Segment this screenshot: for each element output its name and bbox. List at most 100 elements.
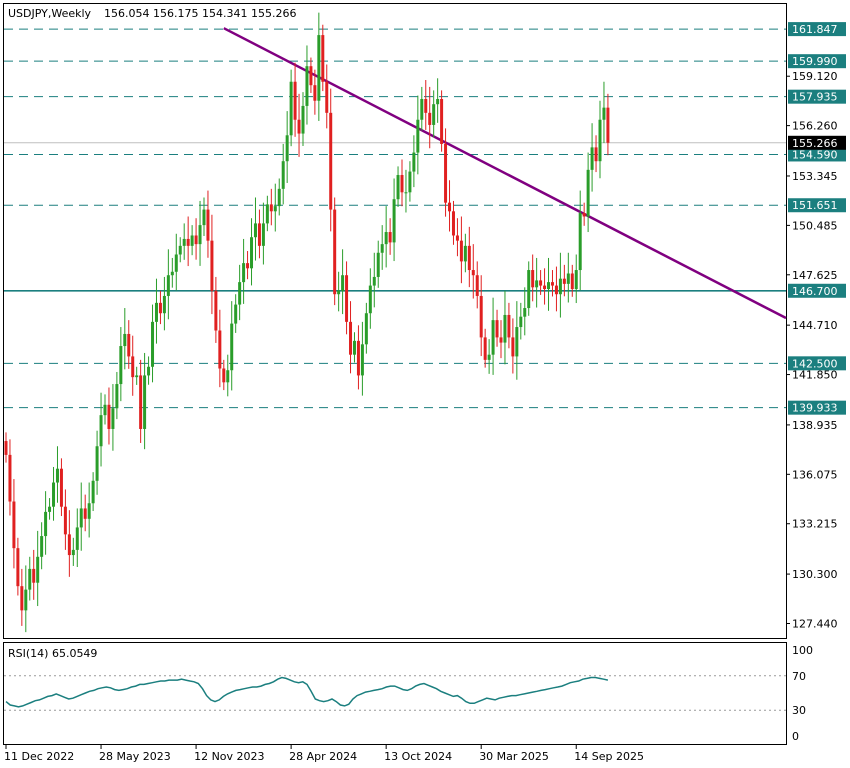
candle-body (281, 161, 285, 189)
level-price-label: 142.500 (792, 357, 838, 370)
candle-body (139, 375, 143, 429)
candle-body (63, 506, 67, 535)
candle-body (424, 99, 428, 113)
candle-body (44, 511, 48, 537)
candle-body (574, 270, 578, 290)
candle-body (499, 337, 503, 343)
candle-body (333, 209, 337, 295)
candle-body (511, 337, 515, 357)
level-price-label: 154.590 (792, 148, 838, 161)
candle-body (131, 356, 135, 378)
time-tick-label: 30 Mar 2025 (479, 750, 549, 763)
candle-body (416, 119, 420, 153)
candle-body (4, 441, 8, 455)
level-price-label: 146.700 (792, 285, 838, 298)
candle-body (527, 270, 531, 309)
candle-body (202, 209, 206, 226)
candle-body (226, 370, 230, 383)
level-price-box (788, 89, 846, 104)
candle-body (147, 366, 151, 376)
time-axis: 11 Dec 2022 28 May 2023 12 Nov 2023 28 Apr … (4, 744, 644, 763)
candle-body (384, 232, 388, 245)
candle-body (305, 66, 309, 106)
candle-body (349, 321, 353, 355)
candle-body (436, 99, 440, 105)
candle-body (495, 320, 499, 338)
rsi-line (5, 676, 609, 708)
candle-body (8, 454, 12, 502)
candle-body (253, 223, 257, 238)
candle-body (59, 468, 63, 507)
time-tick-label: 11 Dec 2022 (4, 750, 74, 763)
level-price-box (788, 54, 846, 69)
candle-body (388, 232, 392, 243)
candle-body (55, 468, 59, 483)
candle-body (218, 330, 222, 369)
candle-body (471, 270, 475, 276)
ohlc-readout: 156.054 156.175 154.341 155.266 (104, 7, 296, 20)
candle-body (285, 135, 289, 162)
price-panel-frame (3, 3, 787, 639)
current-price-label: 155.266 (792, 137, 838, 150)
candle-body (36, 556, 40, 583)
price-tick-label: 159.120 (792, 70, 838, 83)
time-tick-label: 12 Nov 2023 (194, 750, 264, 763)
candle-body (535, 280, 539, 288)
candle-body (182, 238, 186, 246)
candle-body (246, 263, 250, 269)
level-price-box (788, 356, 846, 371)
candle-body (491, 320, 495, 355)
candle-body (519, 316, 523, 328)
candle-body (230, 323, 234, 371)
candle-body (277, 188, 281, 207)
time-tick-label: 28 Apr 2024 (289, 750, 357, 763)
candle-body (71, 549, 75, 556)
symbol-timeframe: USDJPY,Weekly (8, 7, 92, 20)
level-price-box (788, 198, 846, 213)
candle-body (257, 223, 261, 246)
candle-body (364, 313, 368, 345)
rsi-panel-frame (3, 642, 787, 745)
candle-body (16, 548, 20, 587)
rsi-axis-label: 100 (792, 644, 813, 657)
level-price-label: 139.933 (792, 402, 838, 415)
candle-body (293, 81, 297, 120)
candle-body (558, 278, 562, 295)
candle-body (372, 276, 376, 286)
level-price-label: 161.847 (792, 23, 838, 36)
level-price-label: 157.935 (792, 91, 838, 104)
candle-body (174, 254, 178, 272)
candle-body (24, 589, 28, 611)
candle-body (550, 282, 554, 286)
candle-body (12, 501, 16, 549)
candle-body (210, 240, 214, 291)
level-price-label: 151.651 (792, 199, 838, 212)
candle-body (119, 346, 123, 385)
candle-body (143, 375, 147, 429)
candle-body (602, 107, 606, 120)
price-tick-label: 138.935 (792, 419, 838, 432)
level-price-box (788, 147, 846, 162)
candle-body (99, 415, 103, 447)
level-lines (4, 28, 786, 409)
candle-body (582, 213, 586, 217)
candle-body (507, 314, 511, 338)
candle-body (87, 503, 91, 519)
candle-body (562, 278, 566, 284)
candle-body (166, 275, 170, 296)
time-tick-label: 14 Sep 2025 (574, 750, 644, 763)
candle-body (79, 508, 83, 528)
candle-body (48, 506, 52, 512)
candle-body (408, 171, 412, 193)
candle-body (420, 99, 424, 120)
level-price-label: 159.990 (792, 55, 838, 68)
candle-body (503, 314, 507, 343)
candle-body (111, 408, 115, 429)
candle-body (170, 271, 174, 276)
price-tick-label: 150.485 (792, 219, 838, 232)
candle-body (345, 275, 349, 322)
candle-body (400, 175, 404, 193)
candle-body (451, 211, 455, 236)
candle-body (523, 308, 527, 317)
candle-body (242, 263, 246, 283)
